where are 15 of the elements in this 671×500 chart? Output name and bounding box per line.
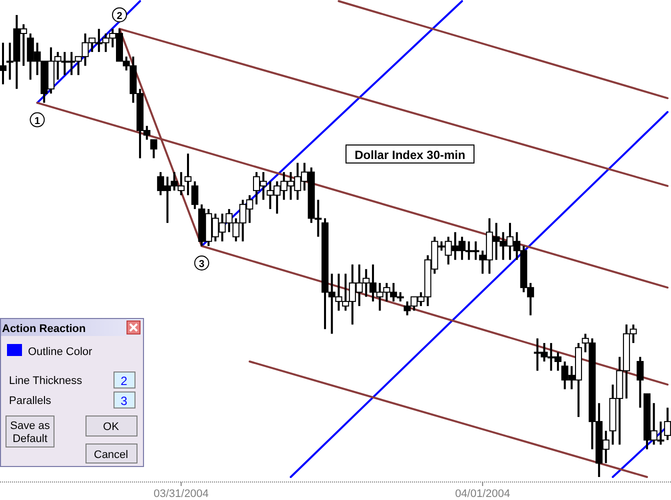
x-tick-label: 04/01/2004 bbox=[455, 488, 510, 500]
annotation: 3 bbox=[120, 394, 128, 408]
annotation: Parallels bbox=[9, 395, 52, 407]
annotation: 2 bbox=[116, 10, 123, 22]
annotation: Action Reaction bbox=[2, 323, 86, 335]
annotation: OK bbox=[103, 421, 120, 433]
text: Dollar Index 30-min bbox=[354, 148, 466, 162]
annotation: Outline Color bbox=[28, 346, 93, 358]
annotation: Line Thickness bbox=[9, 375, 83, 387]
annotation: 1 bbox=[34, 116, 40, 127]
annotation: Save as Default bbox=[10, 420, 50, 445]
x-tick-label: 03/31/2004 bbox=[154, 488, 209, 500]
annotation: 2 bbox=[120, 374, 128, 388]
annotation: Cancel bbox=[94, 449, 128, 461]
annotation: 3 bbox=[198, 259, 205, 270]
